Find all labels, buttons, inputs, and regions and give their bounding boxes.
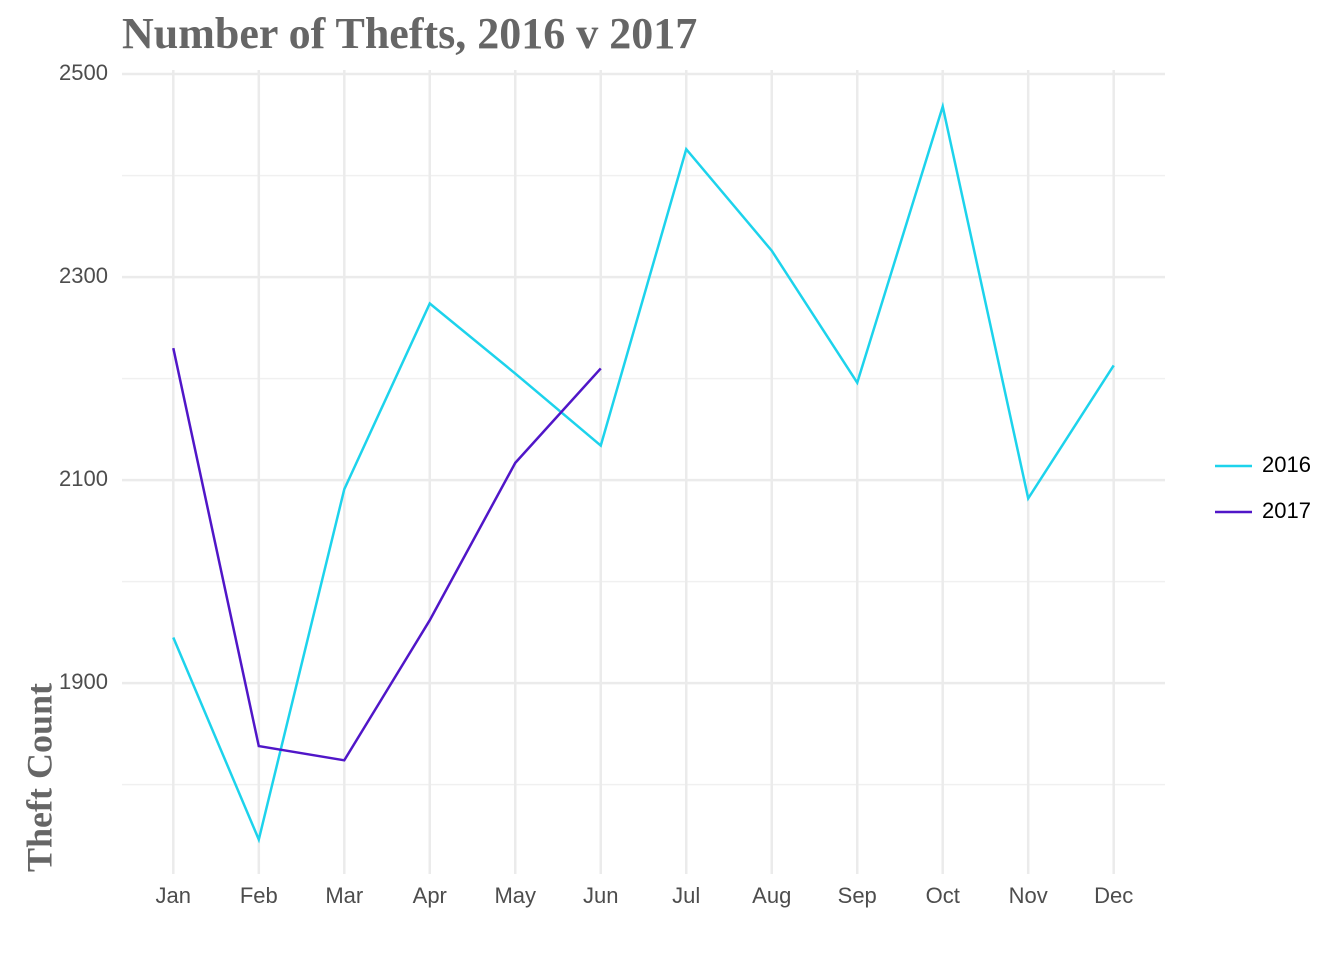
x-tick-label: Jan	[156, 883, 191, 908]
x-tick-label: Jun	[583, 883, 618, 908]
line-series	[172, 101, 1115, 844]
y-tick-label: 2300	[59, 263, 108, 288]
y-tick-label: 2500	[59, 60, 108, 85]
x-tick-label: Dec	[1094, 883, 1133, 908]
x-tick-label: May	[494, 883, 536, 908]
legend-label: 2017	[1262, 498, 1311, 523]
x-tick-label: Aug	[752, 883, 791, 908]
x-tick-label: Sep	[838, 883, 877, 908]
y-tick-label: 1900	[59, 669, 108, 694]
x-tick-label: Feb	[240, 883, 278, 908]
x-tick-label: Mar	[325, 883, 363, 908]
line-series	[172, 347, 602, 762]
y-axis-label: Theft Count	[19, 683, 59, 872]
x-tick-label: Jul	[672, 883, 700, 908]
x-tick-label: Nov	[1009, 883, 1048, 908]
y-tick-label: 2100	[59, 466, 108, 491]
x-tick-label: Oct	[926, 883, 960, 908]
x-tick-label: Apr	[413, 883, 447, 908]
legend-label: 2016	[1262, 452, 1311, 477]
chart-title: Number of Thefts, 2016 v 2017	[122, 9, 697, 58]
